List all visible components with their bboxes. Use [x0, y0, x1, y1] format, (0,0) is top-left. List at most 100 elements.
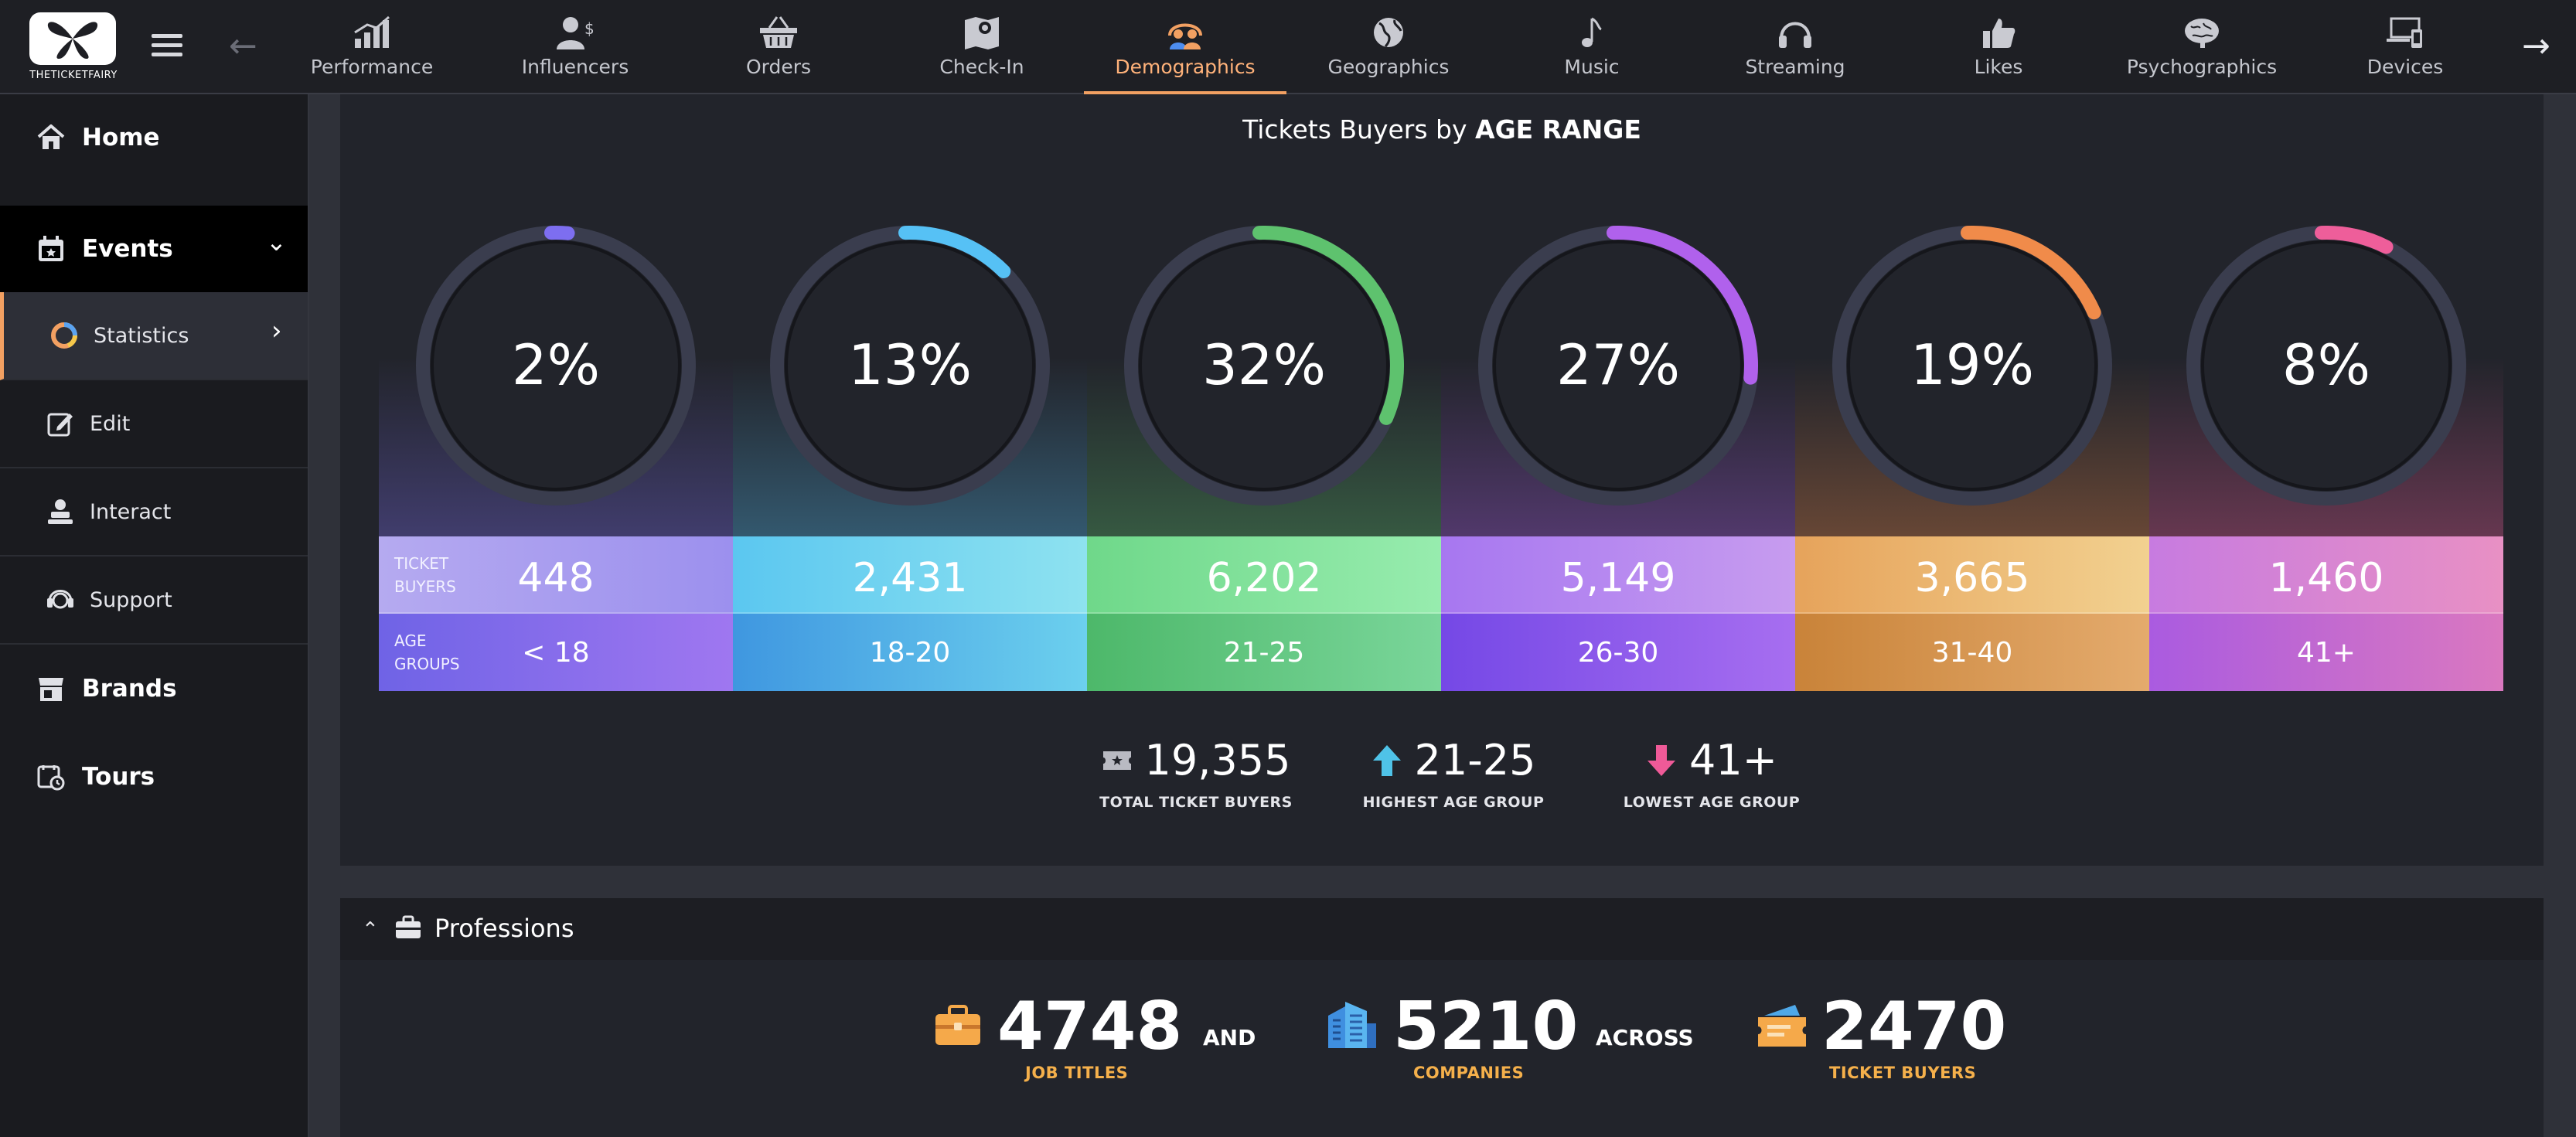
- tab-label: Devices: [2366, 56, 2444, 78]
- ring-inner-edge: [1493, 240, 1743, 491]
- age-group-column: 32% 6,202 21-25: [1087, 94, 1441, 866]
- age-group-cell: < 18: [379, 614, 733, 691]
- tab-label: Performance: [310, 56, 434, 78]
- professions-panel: 4748 JOB TITLES AND 5210 COMPANIES ACROS…: [340, 960, 2544, 1137]
- sidebar-item-brands[interactable]: Brands: [0, 645, 308, 733]
- tab-streaming[interactable]: Streaming: [1694, 0, 1896, 94]
- tab-devices[interactable]: Devices: [2304, 0, 2506, 94]
- bar-chart-icon: [354, 15, 390, 48]
- age-group-percent: 19%: [1910, 332, 2035, 397]
- music-note-icon: [1582, 17, 1602, 47]
- job-titles-label: JOB TITLES: [1025, 1064, 1129, 1082]
- age-group-percent: 8%: [2281, 332, 2371, 397]
- percentage-ring: [1832, 226, 2112, 506]
- age-group-value: 41+: [2297, 637, 2356, 669]
- tab-check-in[interactable]: Check-In: [881, 0, 1083, 94]
- ticket-buyers-cell: 1,460: [2149, 536, 2503, 614]
- ticket-buyers-cell: 5,149: [1441, 536, 1795, 614]
- menu-toggle-icon[interactable]: [152, 34, 182, 60]
- ring-inner-edge: [1847, 240, 2097, 491]
- ticket-buyers-value: 1,460: [2268, 555, 2384, 601]
- back-arrow-icon[interactable]: ←: [229, 26, 257, 66]
- row-label-line: GROUPS: [394, 655, 460, 673]
- sidebar-item-label: Edit: [90, 411, 131, 436]
- stat-label: HIGHEST AGE GROUP: [1362, 794, 1545, 811]
- brand-name: THETICKETFAIRY: [29, 70, 118, 81]
- ring-progress-arc: [1478, 226, 1758, 506]
- ticket-buyers-value: 6,202: [1206, 555, 1322, 601]
- lowest-age-group-stat: 41+ LOWEST AGE GROUP: [1608, 736, 1815, 811]
- sidebar-item-support[interactable]: Support: [0, 557, 308, 645]
- tab-influencers[interactable]: $ Influencers: [474, 0, 676, 94]
- age-group-column: 8% 1,460 41+: [2149, 94, 2503, 866]
- ticket-buyers-value: 5,149: [1560, 555, 1676, 601]
- tab-orders[interactable]: Orders: [677, 0, 880, 94]
- age-group-percent: 32%: [1201, 332, 1327, 397]
- age-group-value: 26-30: [1577, 637, 1659, 669]
- title-prefix: Tickets Buyers by: [1242, 114, 1467, 145]
- tab-label: Music: [1564, 56, 1620, 78]
- age-group-cell: 26-30: [1441, 614, 1795, 691]
- percentage-ring: [1124, 226, 1404, 506]
- chevron-down-icon[interactable]: ⌄: [266, 227, 287, 257]
- tab-demographics[interactable]: Demographics: [1084, 0, 1286, 94]
- age-group-percent: 13%: [847, 332, 973, 397]
- age-group-column: 13% 2,431 18-20: [733, 94, 1087, 866]
- arrow-down-icon: [1647, 744, 1676, 776]
- job-titles-count: 4748: [997, 988, 1183, 1065]
- tab-performance[interactable]: Performance: [271, 0, 473, 94]
- briefcase-icon: [394, 915, 422, 943]
- ring-progress-arc: [1124, 226, 1404, 506]
- sidebar-item-tours[interactable]: Tours: [0, 733, 308, 821]
- ticket-buyers-cell: 6,202: [1087, 536, 1441, 614]
- chevron-right-icon[interactable]: ›: [271, 315, 282, 346]
- ring-progress-arc: [416, 226, 696, 506]
- tab-music[interactable]: Music: [1491, 0, 1693, 94]
- professions-title: Professions: [434, 914, 574, 943]
- stat-value: 41+: [1689, 736, 1777, 785]
- tab-psychographics[interactable]: Psychographics: [2101, 0, 2303, 94]
- sidebar-item-label: Tours: [82, 763, 155, 791]
- tab-likes[interactable]: Likes: [1897, 0, 2100, 94]
- tours-icon: [36, 761, 66, 792]
- ticket-buyers-cell: 448: [379, 536, 733, 614]
- sidebar-item-label: Home: [82, 124, 160, 151]
- age-groups-row-label: AGE GROUPS: [394, 629, 460, 676]
- tab-label: Demographics: [1115, 56, 1256, 78]
- age-group-value: 18-20: [869, 637, 951, 669]
- row-label-line: BUYERS: [394, 577, 456, 596]
- chevron-up-icon[interactable]: ⌃: [362, 918, 379, 941]
- headphones-icon: [1779, 22, 1811, 48]
- map-pin-icon: [965, 17, 999, 49]
- forward-arrow-icon[interactable]: →: [2522, 26, 2550, 66]
- ticket-buyers-cell: 3,665: [1795, 536, 2149, 614]
- job-titles-briefcase-icon: [934, 1005, 982, 1050]
- ticket-icon: [1102, 751, 1131, 770]
- person-dollar-icon: $: [557, 17, 595, 49]
- sidebar-item-label: Support: [90, 587, 172, 612]
- ring-progress-arc: [770, 226, 1050, 506]
- ticket-buyers-row-label: TICKET BUYERS: [394, 552, 456, 598]
- sidebar-item-statistics[interactable]: Statistics ›: [0, 292, 308, 380]
- sidebar-item-events[interactable]: Events ⌄: [0, 206, 308, 292]
- sidebar-item-interact[interactable]: Interact: [0, 468, 308, 557]
- globe-icon: [1374, 18, 1403, 48]
- arrow-up-icon: [1372, 744, 1401, 776]
- title-emphasis: AGE RANGE: [1475, 114, 1641, 145]
- tab-geographics[interactable]: Geographics: [1287, 0, 1490, 94]
- sidebar-item-edit[interactable]: Edit: [0, 380, 308, 468]
- ticket-buyers-cell: 2,431: [733, 536, 1087, 614]
- thumbs-up-icon: [1983, 19, 2015, 48]
- age-group-percent: 27%: [1555, 332, 1681, 397]
- ticket-buyers-value: 448: [517, 555, 595, 601]
- tab-label: Check-In: [939, 56, 1024, 78]
- brain-icon: [2185, 19, 2219, 48]
- sidebar-item-home[interactable]: Home: [0, 94, 308, 181]
- sidebar-item-label: Events: [82, 235, 173, 263]
- stat-label: LOWEST AGE GROUP: [1623, 794, 1801, 811]
- sidebar-item-label: Brands: [82, 675, 177, 703]
- professions-panel-header[interactable]: ⌃ Professions: [340, 898, 2544, 960]
- ring-inner-edge: [2201, 240, 2452, 491]
- tab-label: Streaming: [1745, 56, 1845, 78]
- brand-logo[interactable]: THETICKETFAIRY: [28, 12, 119, 83]
